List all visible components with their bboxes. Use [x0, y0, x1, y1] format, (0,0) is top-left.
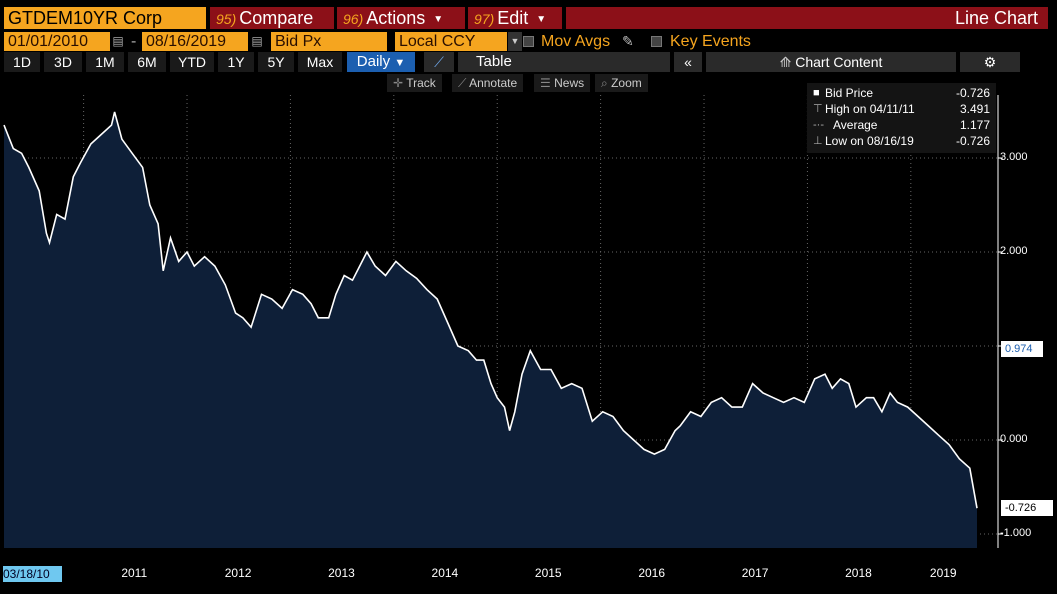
gear-icon[interactable]: ⚙	[960, 52, 1020, 72]
legend-low-value: -0.726	[955, 134, 990, 148]
legend-bid-label: Bid Price	[825, 86, 874, 100]
y-tick-label: 0.000	[1000, 433, 1028, 445]
key-events-label[interactable]: Key Events	[670, 33, 751, 50]
news-tool[interactable]: ☰ News	[534, 74, 591, 92]
x-tick-label: 2015	[534, 566, 562, 580]
x-tick-label: 2014	[431, 566, 459, 580]
table-button[interactable]: Table	[458, 52, 670, 72]
legend-bid-value: -0.726	[955, 86, 990, 100]
range-1y[interactable]: 1Y	[218, 52, 254, 72]
mov-avgs-label[interactable]: Mov Avgs	[541, 33, 611, 50]
y-tick-label: 2.000	[1000, 245, 1028, 257]
legend-high-label: High on 04/11/11	[825, 102, 915, 116]
chart-content-button[interactable]: ⟰ Chart Content	[706, 52, 956, 72]
chart-type-label: Line Chart	[566, 7, 1048, 29]
zoom-label: Zoom	[611, 76, 642, 90]
currency-dropdown-icon[interactable]: ▼	[508, 32, 522, 51]
chart-grid	[4, 95, 998, 548]
range-1d[interactable]: 1D	[4, 52, 40, 72]
frequency-select[interactable]: Daily ▼	[347, 52, 415, 72]
legend-bid-price: ■ Bid Price -0.726	[813, 85, 990, 101]
track-label: Track	[406, 76, 436, 90]
range-6m[interactable]: 6M	[128, 52, 166, 72]
key-events-checkbox[interactable]	[651, 36, 662, 47]
actions-number: 96)	[343, 11, 364, 27]
edit-dropdown-icon: ▼	[536, 14, 547, 25]
y-tick-label: 3.000	[1000, 151, 1028, 163]
last-value-label: -0.726	[1001, 500, 1053, 516]
x-tick-label: 2018	[845, 566, 872, 580]
x-tick-label: 2019	[929, 566, 957, 580]
legend-average-label: Average	[833, 118, 878, 132]
calendar-icon[interactable]: ▤	[251, 34, 263, 48]
edit-number: 97)	[474, 11, 495, 27]
start-date-field[interactable]: 01/01/2010	[4, 32, 110, 51]
x-tick-label: 2011	[121, 566, 148, 580]
high-marker-icon: ⊤	[813, 103, 823, 115]
legend-average: -·- Average 1.177	[813, 117, 990, 133]
compare-number: 95)	[216, 11, 237, 27]
news-label: News	[554, 76, 585, 90]
pencil-icon[interactable]: ✎	[622, 33, 634, 49]
white-square-icon: ■	[813, 87, 820, 99]
collapse-icon[interactable]: «	[674, 52, 702, 72]
title-bar: GTDEM10YR Corp 95) Compare 96) Actions ▼ 97…	[0, 7, 1057, 29]
range-5y[interactable]: 5Y	[258, 52, 294, 72]
actions-label: Actions	[366, 8, 426, 28]
edit-label: Edit	[497, 8, 529, 28]
frequency-label: Daily	[356, 53, 391, 70]
actions-button[interactable]: 96) Actions ▼	[337, 7, 465, 29]
calendar-icon[interactable]: ▤	[112, 34, 124, 48]
field-select[interactable]: Bid Px	[271, 32, 387, 51]
compare-label: Compare	[239, 8, 314, 28]
legend-low-label: Low on 08/16/19	[825, 134, 914, 148]
compare-button[interactable]: 95) Compare	[210, 7, 334, 29]
annotate-icon: ⟋	[458, 76, 467, 90]
range-1m[interactable]: 1M	[86, 52, 124, 72]
legend-high-value: 3.491	[959, 102, 990, 116]
avg-marker-label: 0.974	[1001, 341, 1043, 357]
average-marker-icon: -·-	[813, 119, 824, 131]
date-separator: -	[131, 33, 137, 50]
magnifier-icon: ⌕	[601, 76, 608, 90]
legend-box: ■ Bid Price -0.726 ⊤ High on 04/11/11 3.…	[807, 83, 996, 153]
x-start-label: 03/18/10	[3, 566, 62, 582]
settings-bar: 01/01/2010 ▤ - 08/16/2019 ▤ Bid Px Local…	[0, 32, 1057, 54]
series-area	[4, 111, 977, 549]
annotate-tool[interactable]: ⟋ Annotate	[452, 74, 524, 92]
chevron-down-icon: ▼	[394, 57, 406, 69]
edit-button[interactable]: 97) Edit ▼	[468, 7, 562, 29]
range-3d[interactable]: 3D	[44, 52, 82, 72]
x-tick-label: 2017	[741, 566, 769, 580]
news-icon: ☰	[540, 76, 551, 90]
x-tick-label: 2012	[224, 566, 252, 580]
mov-avgs-checkbox[interactable]	[523, 36, 534, 47]
x-tick-label: 2013	[328, 566, 355, 580]
legend-high: ⊤ High on 04/11/11 3.491	[813, 101, 990, 117]
track-tool[interactable]: ✛ Track	[387, 74, 442, 92]
ticker-field[interactable]: GTDEM10YR Corp	[4, 7, 206, 29]
low-marker-icon: ⊥	[813, 135, 823, 147]
actions-dropdown-icon: ▼	[433, 14, 444, 25]
zoom-tool[interactable]: ⌕ Zoom	[595, 74, 648, 92]
y-tick-label: -1.000	[1000, 527, 1032, 539]
legend-low: ⊥ Low on 08/16/19 -0.726	[813, 133, 990, 149]
currency-select[interactable]: Local CCY	[395, 32, 507, 51]
line-chart-icon[interactable]: ⟋	[424, 52, 454, 72]
end-date-field[interactable]: 08/16/2019	[142, 32, 248, 51]
annotate-label: Annotate	[469, 76, 518, 90]
range-ytd[interactable]: YTD	[170, 52, 214, 72]
crosshair-icon: ✛	[393, 76, 404, 90]
range-bar: 1D 3D 1M 6M YTD 1Y 5Y Max Daily ▼ ⟋ Tabl…	[0, 52, 1057, 72]
chart-content-icon: ⟰	[779, 54, 792, 70]
chart-content-label: Chart Content	[795, 54, 883, 70]
range-max[interactable]: Max	[298, 52, 342, 72]
x-tick-label: 2016	[638, 566, 666, 580]
legend-average-value: 1.177	[959, 118, 990, 132]
series-line	[3, 111, 978, 509]
